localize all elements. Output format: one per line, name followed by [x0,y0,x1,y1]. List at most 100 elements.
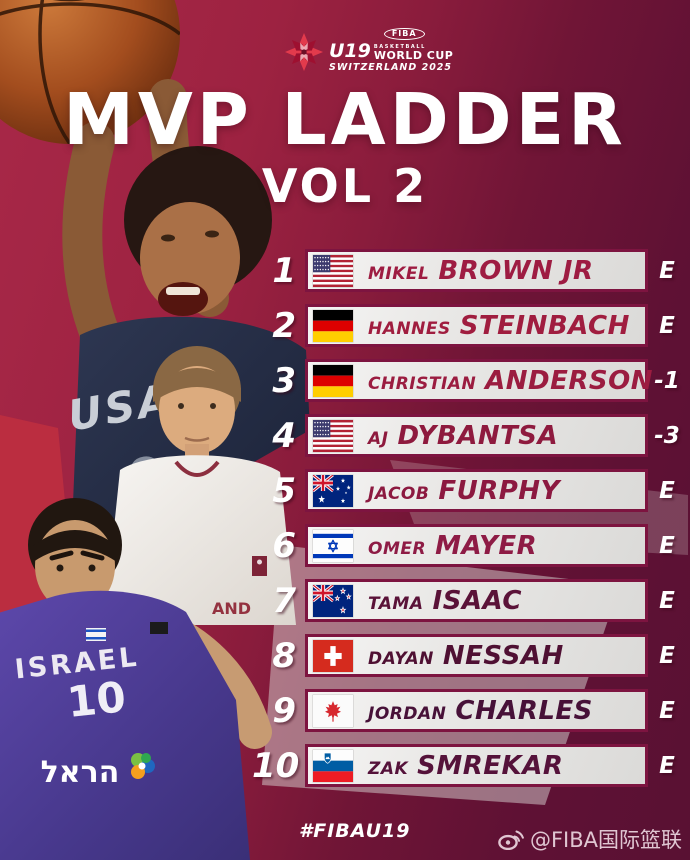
rank-change-indicator: -3 [654,422,680,449]
page-title: MVP LADDER [63,78,627,161]
weibo-icon [498,830,524,850]
player-bar: AJ DYBANTSA [305,414,648,457]
player-last-name: CHARLES [455,695,593,726]
mvp-ladder-list: 1 MIKEL BROWN JR E 2 HANNES STEINBACH E … [252,249,682,799]
player-first-name: OMER [368,538,427,559]
rank-change-indicator: E [659,697,675,724]
rank-number: 9 [272,690,296,731]
flag-icon-united-states [313,254,353,287]
rank-change-indicator: E [659,752,675,779]
ladder-row: 3 CHRISTIAN ANDERSON -1 [252,359,682,402]
player-first-name: CHRISTIAN [368,373,477,394]
flag-icon-united-states [313,419,353,452]
rank-number: 4 [272,415,296,456]
watermark: @FIBA国际篮联 [498,824,682,854]
rank-change-indicator: E [659,532,675,559]
player-last-name: SMREKAR [417,750,564,781]
rank-change-indicator: E [659,312,675,339]
rank-number: 1 [272,250,296,291]
player-last-name: DYBANTSA [397,420,559,451]
ladder-row: 10 ZAK SMREKAR E [252,744,682,787]
rank-number: 6 [272,525,296,566]
ladder-row: 7 TAMA ISAAC E [252,579,682,622]
israel-player-photo: ISRAEL 10 הראל [0,498,272,860]
player-bar: CHRISTIAN ANDERSON [305,359,653,402]
ladder-row: 9 JORDAN CHARLES E [252,689,682,732]
fiba-wordmark: FIBA [383,28,425,40]
player-first-name: HANNES [368,318,451,339]
ladder-row: 8 DAYAN NESSAH E [252,634,682,677]
flag-icon-switzerland [313,639,353,672]
rank-change-indicator: E [659,587,675,614]
player-first-name: JORDAN [368,703,447,724]
flag-icon-germany [313,309,353,342]
player-bar: DAYAN NESSAH [305,634,648,677]
player-first-name: TAMA [368,593,424,614]
logo-basketball: BASKETBALL [373,44,426,50]
page-subtitle: VOL 2 [261,159,429,213]
ladder-row: 2 HANNES STEINBACH E [252,304,682,347]
fiba-starburst-icon [285,33,323,71]
rank-number: 3 [272,360,296,401]
flag-icon-slovenia [313,749,353,782]
ladder-row: 5 JACOB FURPHY E [252,469,682,512]
logo-u19: U19 [329,40,371,62]
player-name: OMER MAYER [368,531,537,561]
player-last-name: ANDERSON [485,365,654,396]
flag-icon-israel [313,529,353,562]
player-last-name: BROWN JR [438,255,594,286]
rank-change-indicator: -1 [654,367,680,394]
player-name: CHRISTIAN ANDERSON [368,366,653,396]
player-last-name: ISAAC [432,585,522,616]
israel-jersey-number: 10 [65,672,128,727]
flag-icon-canada [313,694,353,727]
player-name: TAMA ISAAC [368,586,522,616]
rank-number: 8 [272,635,296,676]
player-bar: JORDAN CHARLES [305,689,648,732]
player-bar: HANNES STEINBACH [305,304,648,347]
logo-world-cup: WORLD CUP [373,49,454,62]
player-last-name: MAYER [435,530,538,561]
player-name: HANNES STEINBACH [368,311,630,341]
rank-change-indicator: E [659,477,675,504]
ladder-row: 6 OMER MAYER E [252,524,682,567]
player-first-name: AJ [368,428,389,449]
player-first-name: MIKEL [368,263,430,284]
player-first-name: JACOB [368,483,430,504]
rank-number: 5 [272,470,296,511]
player-bar: OMER MAYER [305,524,648,567]
player-bar: ZAK SMREKAR [305,744,648,787]
israel-sponsor-text: הראל [41,755,120,790]
player-first-name: DAYAN [368,648,434,669]
player-name: MIKEL BROWN JR [368,256,594,286]
player-name: DAYAN NESSAH [368,641,564,671]
rank-change-indicator: E [659,257,675,284]
rank-number: 2 [272,305,296,346]
player-last-name: NESSAH [442,640,564,671]
rank-number: 7 [272,580,296,621]
player-name: JACOB FURPHY [368,476,560,506]
ladder-row: 4 AJ DYBANTSA -3 [252,414,682,457]
rank-number: 10 [252,745,300,786]
logo-edition: SWITZERLAND 2025 [329,62,453,73]
player-bar: TAMA ISAAC [305,579,648,622]
germany-player-photo: AND [104,346,296,625]
player-name: ZAK SMREKAR [368,751,563,781]
flag-icon-new-zealand [313,584,353,617]
player-first-name: ZAK [368,758,409,779]
germany-jersey-text: AND [212,599,251,618]
rank-change-indicator: E [659,642,675,669]
player-name: AJ DYBANTSA [368,421,558,451]
watermark-text: @FIBA国际篮联 [529,828,682,852]
sponsor-pinwheel-icon [131,753,155,779]
player-bar: MIKEL BROWN JR [305,249,648,292]
flag-icon-australia [313,474,353,507]
player-bar: JACOB FURPHY [305,469,648,512]
fiba-u19-logo: FIBA U19 BASKETBALL WORLD CUP SWITZERLAN… [284,28,453,76]
player-last-name: FURPHY [438,475,560,506]
player-last-name: STEINBACH [459,310,630,341]
flag-icon-germany [313,364,353,397]
hashtag-label: #FIBAU19 [299,820,411,842]
